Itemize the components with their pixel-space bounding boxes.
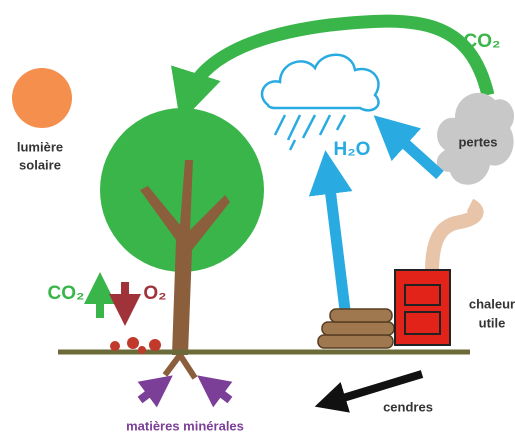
mineral-arrow bbox=[210, 385, 230, 400]
sun-label: lumière bbox=[17, 139, 63, 154]
stove-pipe bbox=[432, 205, 477, 272]
o2-label: O₂ bbox=[143, 283, 166, 304]
roots bbox=[165, 355, 195, 378]
minerals-label: matières minérales bbox=[126, 418, 244, 433]
vapour-arrow bbox=[390, 130, 440, 175]
mineral-arrow bbox=[140, 385, 160, 400]
heat-label: chaleur bbox=[469, 296, 515, 311]
heat-label: utile bbox=[479, 315, 506, 330]
vapour-arrow bbox=[328, 172, 345, 310]
co2-label: CO₂ bbox=[464, 31, 501, 52]
diagram: lumière solaire CO₂ H₂O pertes CO₂ O₂ ch… bbox=[0, 0, 515, 437]
logs bbox=[318, 309, 394, 348]
rain-cloud bbox=[262, 55, 379, 150]
sun bbox=[12, 68, 72, 128]
sun-label: solaire bbox=[19, 157, 61, 172]
ashes-label: cendres bbox=[383, 399, 433, 414]
co2-cycle-arrow bbox=[188, 21, 488, 98]
ashes-arrow bbox=[330, 374, 422, 402]
losses-label: pertes bbox=[458, 134, 497, 149]
h2o-label: H₂O bbox=[334, 139, 371, 160]
co2-label: CO₂ bbox=[48, 283, 85, 304]
